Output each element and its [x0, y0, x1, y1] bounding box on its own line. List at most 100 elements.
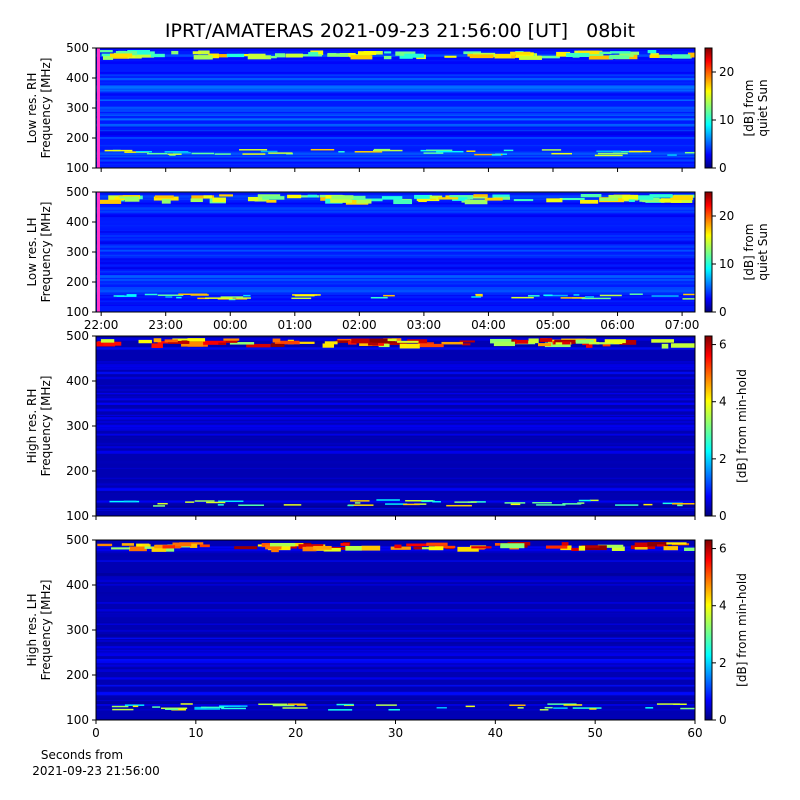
- texture-band: [187, 338, 206, 342]
- texture-line: [96, 77, 695, 81]
- texture-line: [96, 385, 695, 387]
- texture-band: [172, 542, 192, 547]
- texture-band: [578, 499, 591, 502]
- texture-band: [650, 53, 659, 56]
- texture-line: [96, 663, 695, 665]
- texture-line: [96, 113, 695, 116]
- texture-band: [293, 341, 315, 344]
- texture-line: [96, 95, 695, 98]
- texture-band: [194, 500, 215, 502]
- texture-band: [599, 197, 619, 201]
- texture-band: [376, 499, 400, 501]
- texture-band: [135, 54, 155, 58]
- texture-band: [571, 547, 579, 552]
- texture-band: [559, 197, 585, 201]
- texture-band: [350, 195, 366, 200]
- texture-line: [96, 292, 695, 296]
- texture-band: [203, 195, 213, 199]
- texture-line: [96, 592, 695, 594]
- texture-line: [96, 614, 695, 618]
- texture-band: [219, 194, 233, 197]
- texture-band: [191, 195, 215, 199]
- texture-line: [96, 135, 695, 137]
- texture-band: [556, 51, 571, 57]
- texture-band: [192, 51, 202, 55]
- texture-band: [153, 196, 179, 201]
- texture-band: [629, 293, 643, 295]
- texture-band: [271, 547, 279, 553]
- texture-band: [262, 196, 285, 200]
- texture-band: [414, 503, 427, 505]
- y-tick-label: 500: [66, 185, 89, 199]
- texture-band: [517, 707, 524, 709]
- texture-line: [96, 439, 695, 441]
- texture-band: [438, 197, 459, 200]
- texture-band: [325, 195, 334, 199]
- texture-band: [265, 544, 282, 550]
- texture-band: [599, 51, 612, 55]
- texture-line: [96, 609, 695, 612]
- texture-band: [308, 52, 319, 56]
- texture-band: [136, 150, 152, 153]
- texture-band: [271, 343, 285, 347]
- texture-band: [395, 51, 416, 56]
- texture-band: [546, 198, 563, 203]
- texture-band: [164, 339, 178, 343]
- texture-band: [436, 150, 464, 153]
- texture-band: [575, 339, 594, 344]
- texture-band: [167, 153, 182, 155]
- texture-line: [96, 376, 695, 380]
- texture-line: [96, 231, 695, 233]
- texture-band: [656, 544, 665, 547]
- texture-band: [269, 542, 296, 547]
- texture-line: [96, 85, 695, 89]
- texture-band: [649, 194, 673, 198]
- texture-band: [331, 195, 354, 200]
- texture-band: [294, 294, 315, 297]
- texture-band: [146, 152, 168, 155]
- texture-line: [96, 48, 695, 51]
- texture-band: [544, 706, 553, 709]
- colorbar: [704, 47, 713, 169]
- y-axis-label: Frequency [MHz]: [39, 580, 53, 681]
- texture-band: [683, 293, 695, 296]
- texture-line: [96, 504, 695, 507]
- texture-band: [541, 149, 562, 151]
- texture-band: [111, 705, 129, 708]
- texture-band: [225, 339, 238, 343]
- texture-line: [96, 697, 695, 701]
- texture-band: [282, 707, 308, 709]
- texture-line: [96, 249, 695, 252]
- texture-band: [573, 294, 580, 296]
- texture-line: [96, 241, 695, 245]
- texture-band: [659, 55, 685, 59]
- texture-band: [561, 542, 569, 546]
- texture-band: [475, 295, 483, 297]
- texture-band: [588, 55, 614, 60]
- texture-band: [553, 707, 568, 709]
- texture-line: [96, 214, 695, 217]
- texture-band: [290, 543, 304, 547]
- texture-band: [307, 194, 318, 198]
- texture-band: [596, 150, 622, 153]
- texture-line: [96, 500, 695, 503]
- texture-line: [96, 146, 695, 148]
- texture-band: [369, 338, 392, 343]
- texture-band: [432, 500, 441, 503]
- texture-line: [96, 122, 695, 126]
- texture-line: [96, 300, 695, 303]
- texture-band: [381, 196, 403, 200]
- texture-line: [96, 371, 695, 375]
- texture-band: [144, 293, 158, 296]
- texture-band: [283, 504, 302, 506]
- texture-band: [112, 708, 134, 711]
- texture-band: [197, 297, 210, 300]
- texture-line: [96, 629, 695, 632]
- texture-line: [96, 669, 695, 672]
- texture-line: [96, 216, 695, 218]
- texture-line: [96, 549, 695, 552]
- texture-band: [104, 149, 133, 152]
- texture-line: [96, 109, 695, 112]
- texture-line: [96, 119, 695, 121]
- texture-band: [441, 341, 463, 345]
